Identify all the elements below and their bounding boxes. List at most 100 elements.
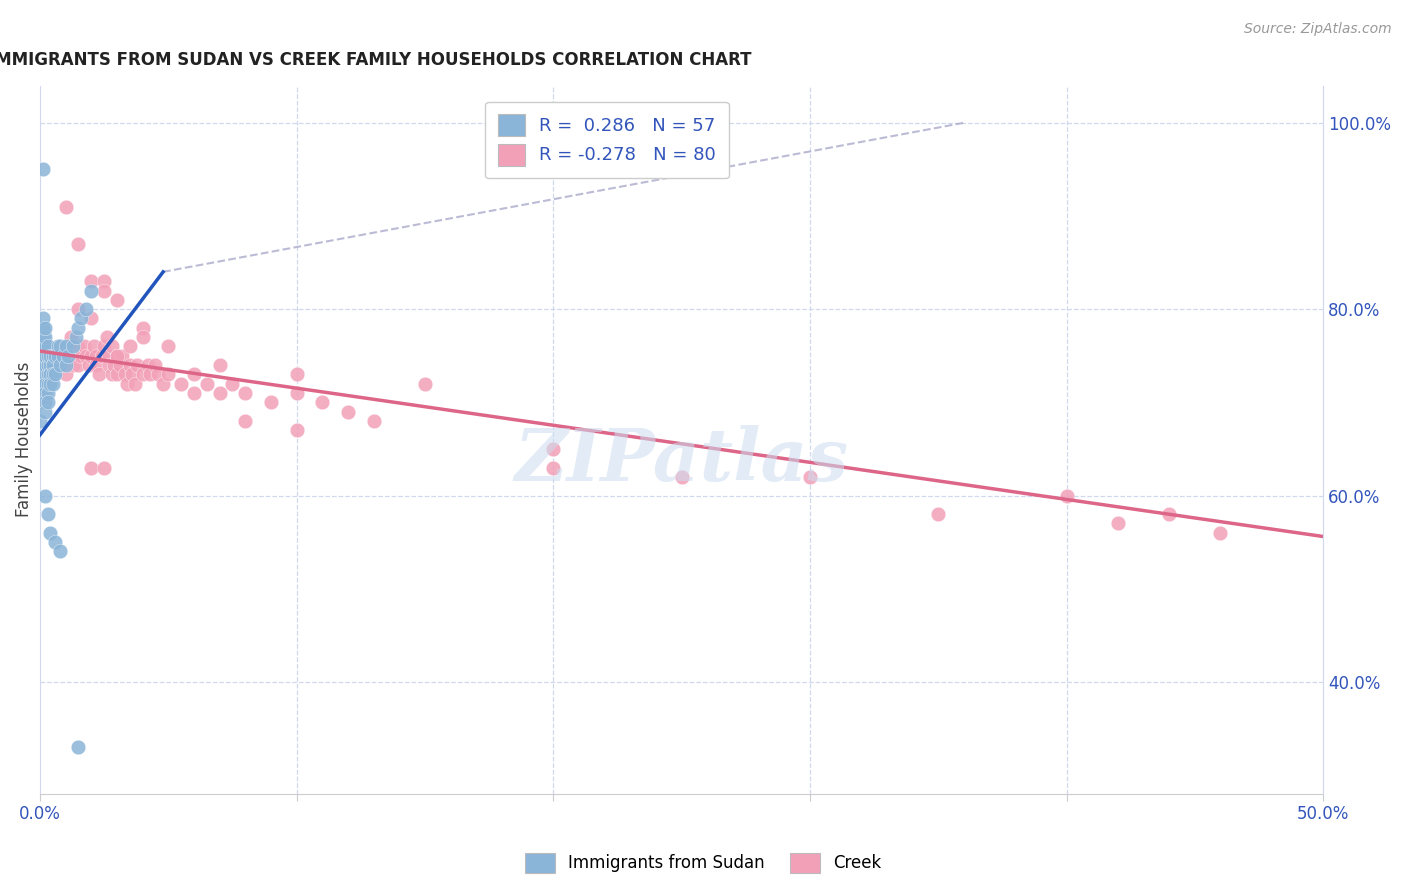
Point: [67, 302, 90, 317]
Point: [285, 386, 308, 401]
Point: [65, 330, 87, 344]
Point: [39, 368, 62, 382]
Point: [105, 293, 128, 307]
Point: [67, 740, 90, 755]
Point: [34, 376, 56, 391]
Point: [37, 349, 59, 363]
Legend: R =  0.286   N = 57, R = -0.278   N = 80: R = 0.286 N = 57, R = -0.278 N = 80: [485, 102, 728, 178]
Point: [67, 320, 90, 334]
Point: [31, 320, 53, 334]
Point: [46, 339, 69, 353]
Point: [799, 470, 821, 484]
Point: [183, 368, 205, 382]
Point: [42, 376, 65, 391]
Point: [170, 376, 193, 391]
Point: [285, 423, 308, 437]
Point: [233, 414, 256, 428]
Point: [31, 358, 53, 372]
Text: IMMIGRANTS FROM SUDAN VS CREEK FAMILY HOUSEHOLDS CORRELATION CHART: IMMIGRANTS FROM SUDAN VS CREEK FAMILY HO…: [0, 51, 751, 69]
Point: [70, 311, 93, 326]
Point: [96, 330, 118, 344]
Point: [31, 349, 53, 363]
Point: [93, 339, 115, 353]
Point: [131, 320, 153, 334]
Point: [39, 525, 62, 540]
Point: [34, 330, 56, 344]
Point: [42, 368, 65, 382]
Point: [541, 460, 564, 475]
Point: [80, 349, 103, 363]
Point: [118, 358, 141, 372]
Point: [49, 358, 72, 372]
Text: ZIPatlas: ZIPatlas: [515, 425, 849, 496]
Point: [80, 284, 103, 298]
Point: [62, 358, 84, 372]
Point: [152, 376, 174, 391]
Point: [55, 339, 77, 353]
Point: [98, 349, 121, 363]
Point: [37, 376, 59, 391]
Point: [93, 274, 115, 288]
Point: [1159, 507, 1181, 521]
Point: [115, 376, 138, 391]
Point: [208, 358, 231, 372]
Point: [62, 339, 84, 353]
Point: [105, 349, 128, 363]
Point: [183, 386, 205, 401]
Y-axis label: Family Households: Family Households: [15, 362, 32, 517]
Point: [28, 414, 51, 428]
Point: [927, 507, 949, 521]
Point: [139, 368, 162, 382]
Point: [31, 376, 53, 391]
Point: [70, 349, 93, 363]
Point: [93, 460, 115, 475]
Point: [311, 395, 333, 409]
Point: [131, 330, 153, 344]
Point: [541, 442, 564, 456]
Point: [127, 358, 149, 372]
Point: [157, 339, 180, 353]
Point: [114, 368, 136, 382]
Legend: Immigrants from Sudan, Creek: Immigrants from Sudan, Creek: [517, 847, 889, 880]
Point: [131, 368, 153, 382]
Point: [208, 386, 231, 401]
Point: [77, 358, 100, 372]
Point: [34, 386, 56, 401]
Point: [157, 368, 180, 382]
Point: [260, 395, 283, 409]
Point: [44, 349, 66, 363]
Point: [93, 284, 115, 298]
Point: [37, 339, 59, 353]
Point: [34, 349, 56, 363]
Point: [55, 200, 77, 214]
Point: [52, 349, 75, 363]
Point: [83, 339, 105, 353]
Point: [28, 376, 51, 391]
Point: [56, 349, 79, 363]
Point: [233, 386, 256, 401]
Point: [108, 358, 131, 372]
Point: [671, 470, 693, 484]
Point: [31, 339, 53, 353]
Point: [39, 376, 62, 391]
Point: [111, 349, 134, 363]
Point: [37, 395, 59, 409]
Point: [44, 535, 66, 549]
Point: [34, 488, 56, 502]
Point: [363, 414, 385, 428]
Point: [34, 368, 56, 382]
Point: [86, 349, 108, 363]
Point: [34, 320, 56, 334]
Point: [42, 349, 65, 363]
Point: [118, 339, 141, 353]
Point: [105, 368, 128, 382]
Point: [103, 358, 125, 372]
Point: [90, 349, 112, 363]
Point: [49, 544, 72, 558]
Point: [34, 339, 56, 353]
Point: [80, 460, 103, 475]
Point: [124, 376, 146, 391]
Point: [80, 274, 103, 288]
Point: [136, 358, 159, 372]
Point: [146, 368, 169, 382]
